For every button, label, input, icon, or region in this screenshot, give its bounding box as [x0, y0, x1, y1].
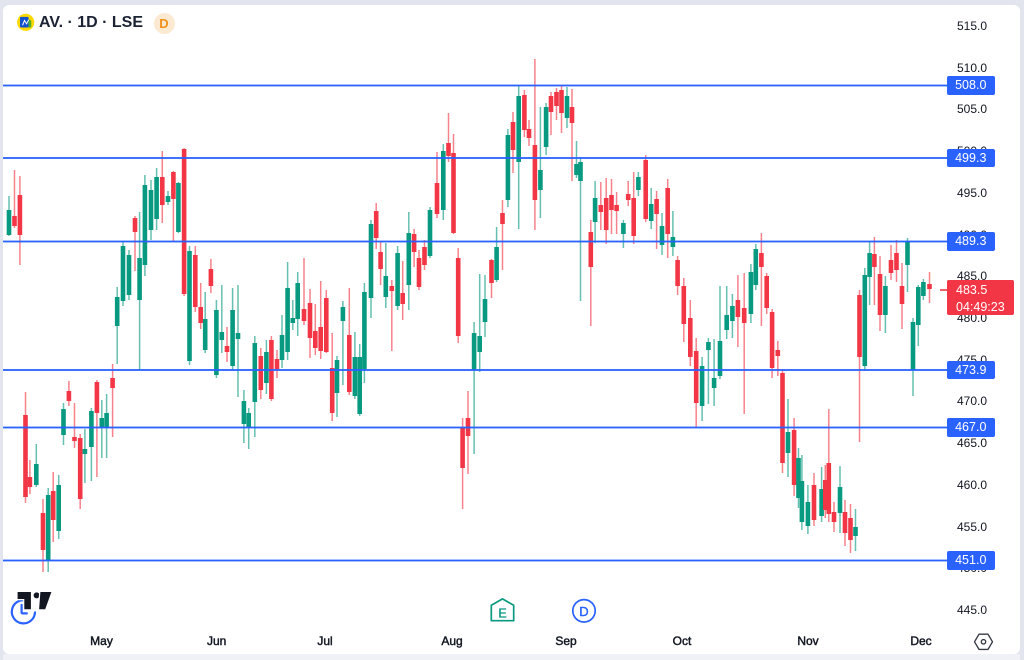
svg-text:D: D	[579, 604, 588, 619]
svg-text:E: E	[498, 606, 506, 620]
